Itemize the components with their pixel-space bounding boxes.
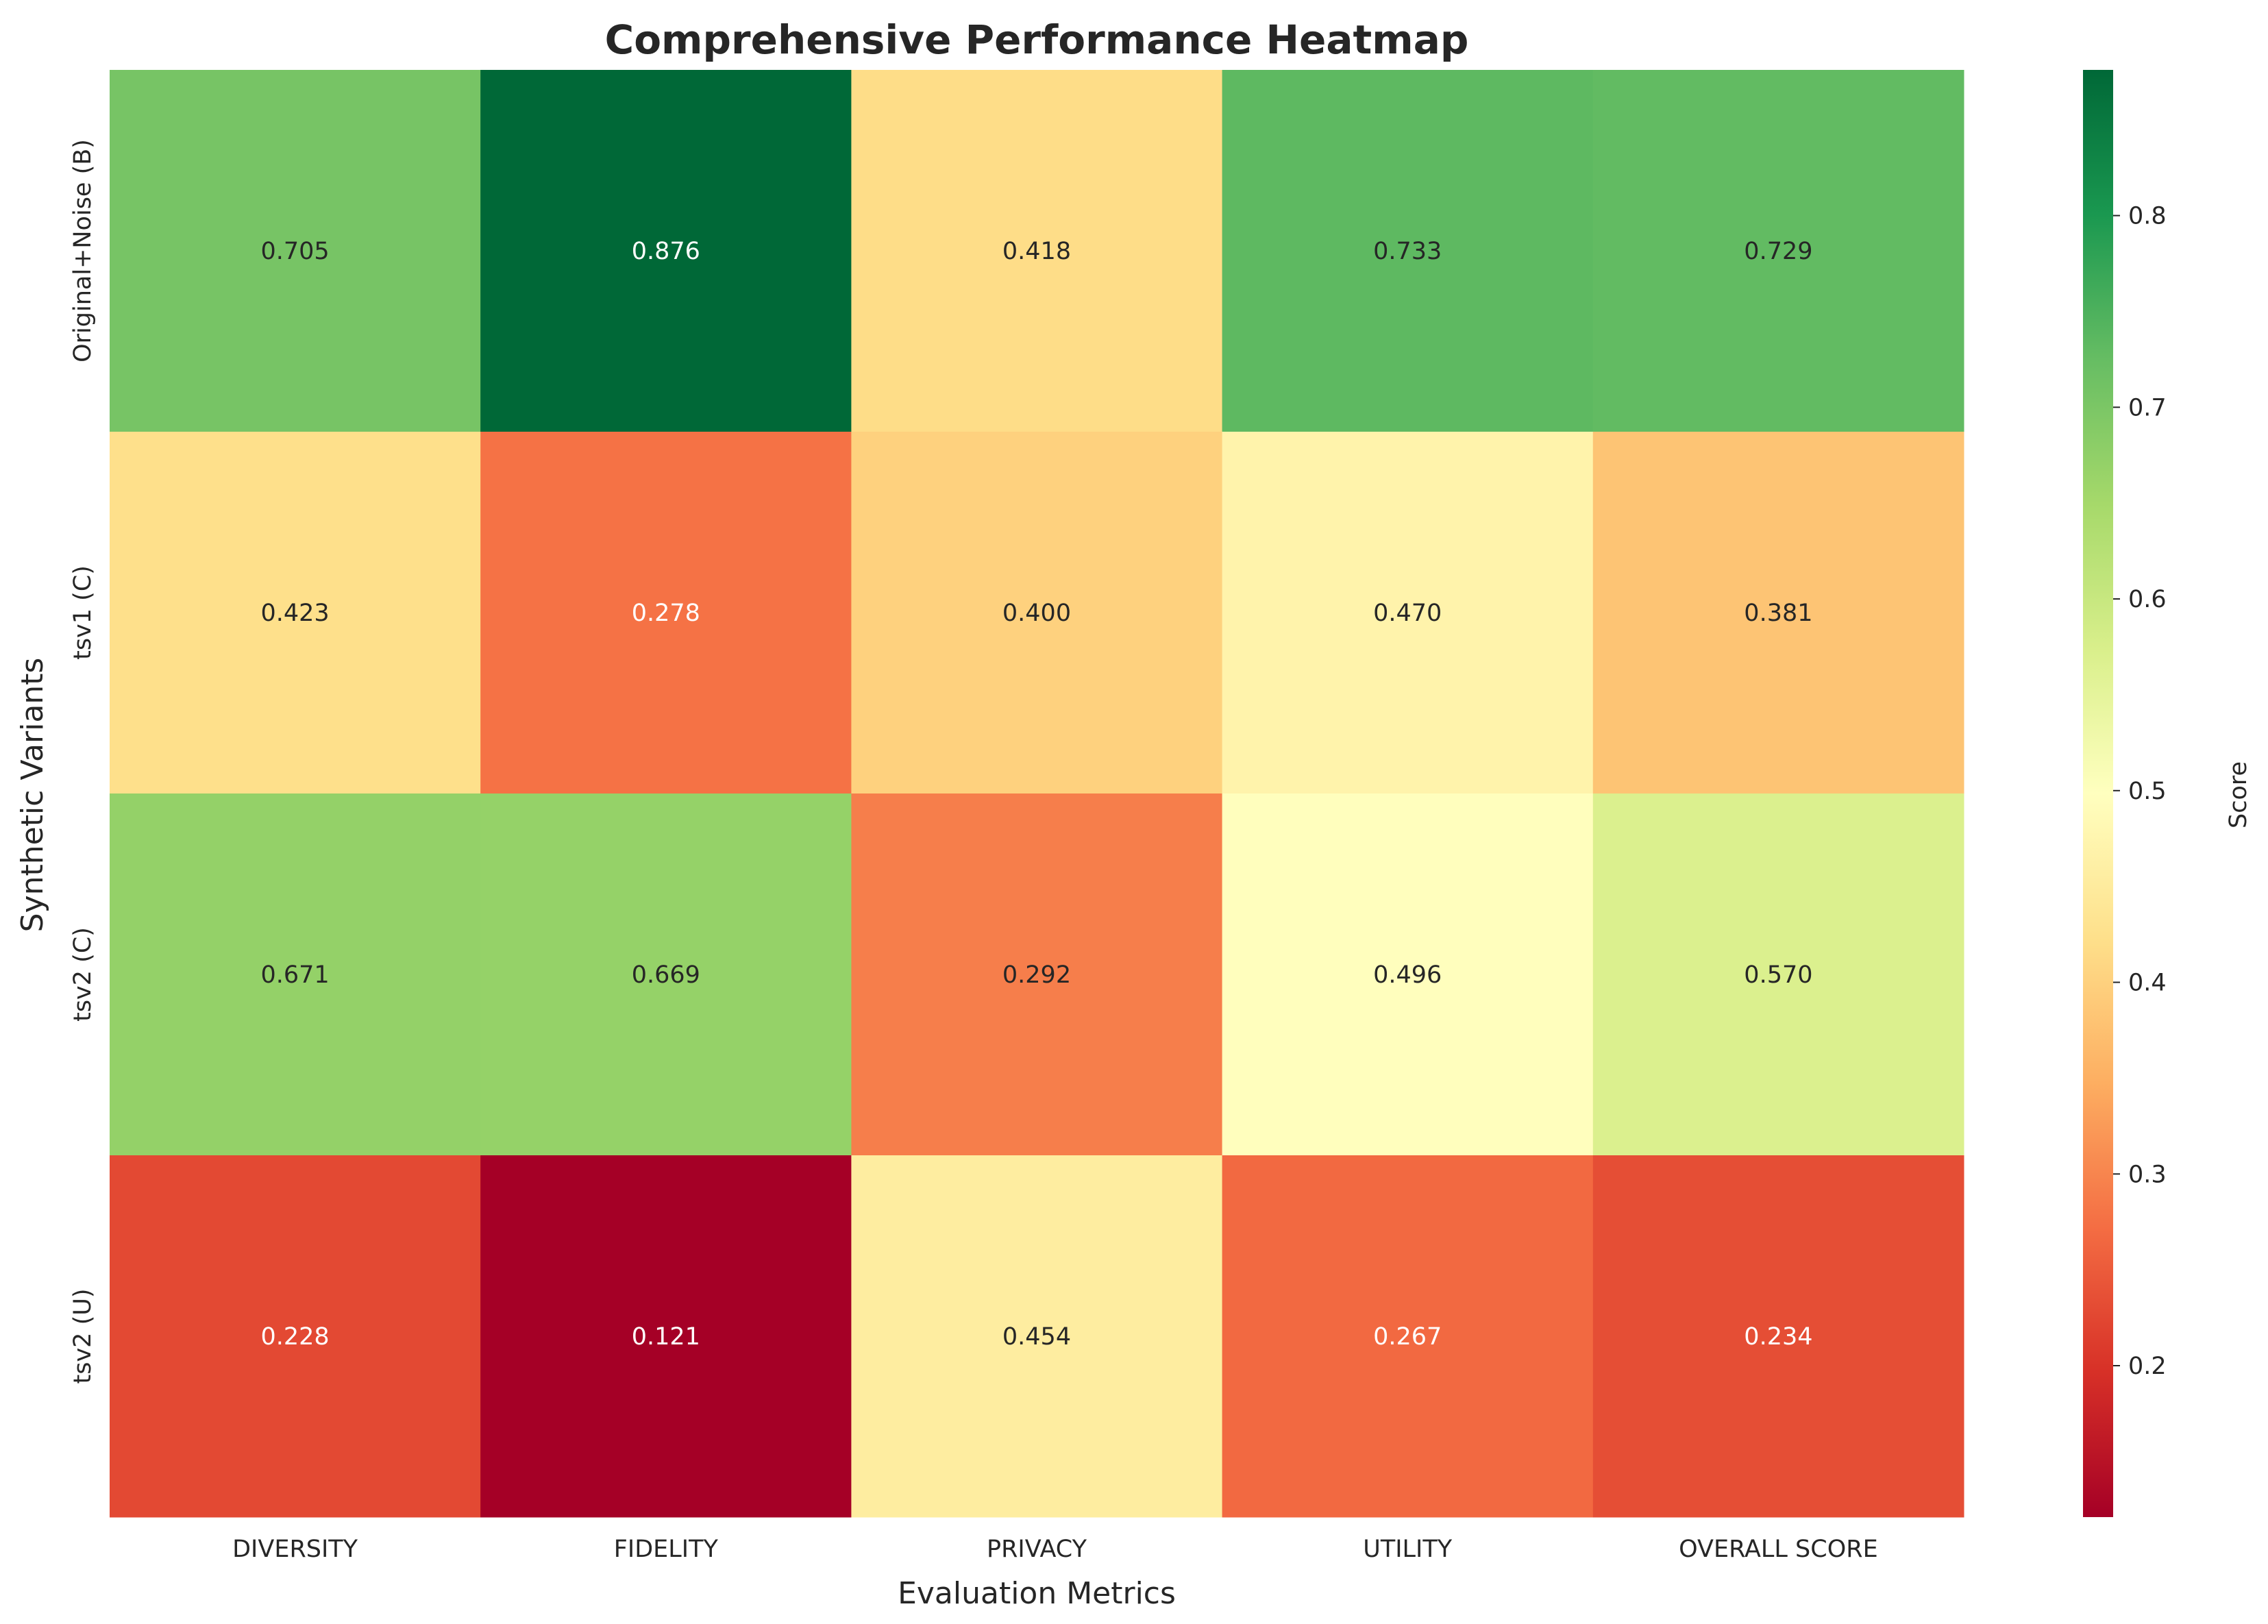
cell-value-label: 0.423 xyxy=(260,600,329,627)
heatmap-cell-original-noise-b-fidelity xyxy=(480,70,852,432)
heatmap-cell-tsv2-u-overall-score xyxy=(1592,1155,1964,1518)
cell-value-label: 0.570 xyxy=(1744,961,1812,989)
y-tick-tsv2-u: tsv2 (U) xyxy=(69,1289,97,1384)
y-axis-label: Synthetic Variants xyxy=(15,658,50,933)
colorbar xyxy=(2083,70,2113,1517)
heatmap-cell-original-noise-b-privacy xyxy=(851,70,1223,432)
heatmap-cell-tsv2-c-utility xyxy=(1222,793,1594,1156)
cell-value-label: 0.121 xyxy=(632,1323,700,1351)
cell-value-label: 0.470 xyxy=(1373,600,1442,627)
x-tick-overall-score: OVERALL SCORE xyxy=(1679,1536,1878,1563)
colorbar-tick-label: 0.4 xyxy=(2128,970,2167,997)
cell-value-label: 0.400 xyxy=(1002,600,1071,627)
cell-value-label: 0.228 xyxy=(260,1323,329,1351)
colorbar-tick-label: 0.7 xyxy=(2128,394,2167,421)
cell-value-label: 0.729 xyxy=(1744,238,1812,265)
heatmap-cell-tsv2-u-utility xyxy=(1222,1155,1594,1518)
cell-value-label: 0.234 xyxy=(1744,1323,1812,1351)
heatmap-cell-tsv1-c-privacy xyxy=(851,432,1223,794)
cell-value-label: 0.671 xyxy=(260,961,329,989)
x-tick-diversity: DIVERSITY xyxy=(232,1536,358,1563)
heatmap-cell-original-noise-b-utility xyxy=(1222,70,1594,432)
heatmap-cell-tsv2-c-diversity xyxy=(110,793,481,1156)
cell-value-label: 0.669 xyxy=(632,961,700,989)
heatmap-cell-tsv2-u-fidelity xyxy=(480,1155,852,1518)
y-tick-labels: Original+Noise (B) tsv1 (C) tsv2 (C) tsv2 (… xyxy=(69,139,97,1383)
x-tick-privacy: PRIVACY xyxy=(987,1536,1087,1563)
heatmap-cell-tsv1-c-diversity xyxy=(110,432,481,794)
heatmap-cell-tsv2-u-diversity xyxy=(110,1155,481,1518)
y-tick-tsv1-c: tsv1 (C) xyxy=(69,565,97,660)
heatmap-cells: 0.705 0.876 0.418 0.733 0.729 0.423 0.278 0.400… xyxy=(110,70,1964,1518)
heatmap-cell-original-noise-b-overall-score xyxy=(1592,70,1964,432)
y-tick-original-noise-b: Original+Noise (B) xyxy=(69,139,97,362)
heatmap-cell-tsv1-c-fidelity xyxy=(480,432,852,794)
cell-value-label: 0.733 xyxy=(1373,238,1442,265)
x-tick-labels: DIVERSITY FIDELITY PRIVACY UTILITY OVERALL S… xyxy=(232,1536,1878,1563)
cell-value-label: 0.454 xyxy=(1002,1323,1071,1351)
cell-value-label: 0.278 xyxy=(632,600,700,627)
cell-value-label: 0.496 xyxy=(1373,961,1442,989)
heatmap-cell-tsv1-c-utility xyxy=(1222,432,1594,794)
cell-value-label: 0.418 xyxy=(1002,238,1071,265)
cell-value-label: 0.292 xyxy=(1002,961,1071,989)
colorbar-label: Score xyxy=(2225,761,2252,828)
cell-value-label: 0.381 xyxy=(1744,600,1812,627)
colorbar-tick-label: 0.3 xyxy=(2128,1161,2167,1188)
heatmap-cell-tsv2-u-privacy xyxy=(851,1155,1223,1518)
y-tick-tsv2-c: tsv2 (C) xyxy=(69,927,97,1022)
colorbar-tick-label: 0.5 xyxy=(2128,778,2167,805)
cell-value-label: 0.267 xyxy=(1373,1323,1442,1351)
heatmap-cell-original-noise-b-diversity xyxy=(110,70,481,432)
chart-title: Comprehensive Performance Heatmap xyxy=(605,16,1469,63)
colorbar-tick-label: 0.2 xyxy=(2128,1353,2167,1380)
cell-value-label: 0.705 xyxy=(260,238,329,265)
heatmap-cell-tsv1-c-overall-score xyxy=(1592,432,1964,794)
heatmap-cell-tsv2-c-overall-score xyxy=(1592,793,1964,1156)
colorbar-tick-label: 0.6 xyxy=(2128,586,2167,613)
colorbar-ticks: 0.2 0.3 0.4 0.5 0.6 0.7 0.8 xyxy=(2113,203,2167,1380)
heatmap-cell-tsv2-c-privacy xyxy=(851,793,1223,1156)
colorbar-tick-label: 0.8 xyxy=(2128,203,2167,230)
x-axis-label: Evaluation Metrics xyxy=(898,1576,1176,1611)
heatmap-cell-tsv2-c-fidelity xyxy=(480,793,852,1156)
x-tick-utility: UTILITY xyxy=(1363,1536,1453,1563)
cell-value-label: 0.876 xyxy=(632,238,700,265)
x-tick-fidelity: FIDELITY xyxy=(614,1536,719,1563)
